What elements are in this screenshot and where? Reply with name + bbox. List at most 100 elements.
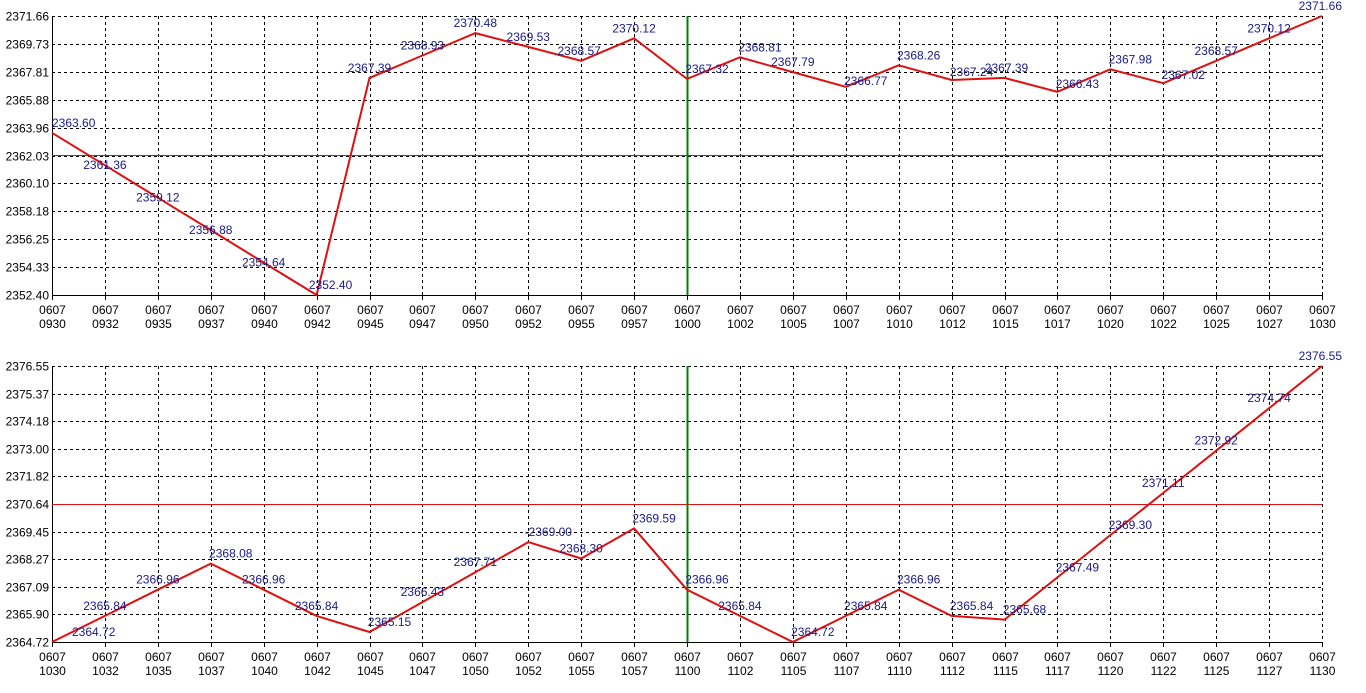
- x-tick-label: 1040: [251, 664, 278, 678]
- x-tick-label: 1127: [1257, 664, 1283, 678]
- x-tick-label: 1000: [674, 317, 701, 331]
- x-tick-label: 1052: [515, 664, 542, 678]
- y-tick-label: 2352.40: [6, 289, 50, 303]
- data-label: 2367.71: [454, 555, 498, 569]
- x-tick-label: 1022: [1150, 317, 1177, 331]
- x-tick-label: 0607: [515, 303, 542, 317]
- x-tick-label: 1042: [304, 664, 331, 678]
- x-tick-label: 1032: [92, 664, 119, 678]
- x-tick-label: 0607: [1309, 650, 1336, 664]
- x-tick-label: 0607: [780, 650, 807, 664]
- x-tick-label: 1020: [1097, 317, 1124, 331]
- data-label: 2367.24: [950, 65, 994, 79]
- x-tick-label: 1120: [1098, 664, 1124, 678]
- x-tick-label: 1005: [780, 317, 807, 331]
- x-tick-label: 1100: [675, 664, 701, 678]
- x-tick-label: 1010: [886, 317, 913, 331]
- data-label: 2368.93: [401, 39, 445, 53]
- x-tick-label: 0957: [621, 317, 648, 331]
- data-label: 2365.15: [368, 615, 412, 629]
- x-tick-label: 0607: [621, 303, 648, 317]
- x-tick-label: 0607: [251, 650, 278, 664]
- x-tick-label: 0942: [304, 317, 331, 331]
- x-tick-label: 0607: [39, 650, 66, 664]
- data-label: 2367.32: [685, 62, 729, 76]
- data-label: -2369.00: [525, 525, 573, 539]
- x-tick-label: 0607: [198, 650, 225, 664]
- price-series-line: [51, 15, 1323, 297]
- data-label: 2367.79: [771, 55, 815, 69]
- x-tick-label: 0607: [462, 303, 489, 317]
- x-tick-label: 1107: [834, 664, 860, 678]
- x-tick-label: 0607: [1150, 303, 1177, 317]
- y-tick-label: 2365.90: [6, 608, 50, 622]
- y-tick-label: 2364.72: [6, 636, 50, 650]
- x-tick-label: 0607: [1044, 650, 1071, 664]
- x-tick-label: 0607: [727, 303, 754, 317]
- x-tick-label: 0607: [886, 650, 913, 664]
- data-label: 2367.98: [1109, 52, 1153, 66]
- x-tick-label: 0607: [92, 303, 119, 317]
- x-tick-label: 1110: [887, 664, 912, 678]
- x-tick-label: 0937: [198, 317, 225, 331]
- x-tick-label: 0607: [568, 650, 595, 664]
- y-tick-label: 2373.00: [6, 443, 50, 457]
- data-label: 2359.12: [136, 191, 180, 205]
- x-tick-label: 0607: [145, 303, 172, 317]
- x-tick-label: 0947: [409, 317, 436, 331]
- data-label: 2371.11: [1142, 476, 1185, 490]
- data-label: 2366.43: [401, 585, 445, 599]
- x-tick-label: 0607: [780, 303, 807, 317]
- data-label: 2361.36: [83, 158, 127, 172]
- x-tick-label: 0607: [92, 650, 119, 664]
- data-label: 2364.72: [791, 625, 835, 639]
- y-tick-label: 2375.37: [6, 388, 50, 402]
- x-tick-label: 1045: [357, 664, 384, 678]
- data-label: 2376.55: [1299, 349, 1343, 363]
- x-tick-label: 0607: [1256, 303, 1283, 317]
- x-tick-label: 0607: [886, 303, 913, 317]
- y-tick-label: 2371.82: [6, 470, 50, 484]
- data-label: 2371.66: [1299, 0, 1343, 13]
- data-label: 2368.81: [738, 40, 782, 54]
- x-tick-label: 1047: [409, 664, 436, 678]
- data-label: 2366.96: [242, 573, 286, 587]
- y-tick-label: 2376.55: [6, 360, 50, 374]
- x-tick-label: 0930: [39, 317, 66, 331]
- x-tick-label: 1012: [939, 317, 966, 331]
- data-label: 2368.57: [1194, 44, 1238, 58]
- x-tick-label: 0607: [833, 303, 860, 317]
- x-tick-label: 0607: [357, 650, 384, 664]
- x-tick-label: 0607: [992, 650, 1019, 664]
- data-label: 2363.60: [52, 116, 96, 130]
- y-tick-label: 2360.10: [6, 177, 50, 191]
- x-tick-label: 1035: [145, 664, 172, 678]
- x-tick-label: 1057: [621, 664, 648, 678]
- data-label: 2366.96: [897, 573, 941, 587]
- price-series-line: [51, 365, 1323, 644]
- data-label: 2366.96: [685, 573, 729, 587]
- x-tick-label: 0607: [939, 303, 966, 317]
- data-label: 2367.49: [1056, 560, 1100, 574]
- x-tick-label: 0607: [515, 650, 542, 664]
- data-label: 2372.92: [1194, 434, 1238, 448]
- x-tick-label: 0607: [674, 650, 701, 664]
- data-label: 2374.74: [1247, 391, 1291, 405]
- data-label: 2352.40: [309, 278, 353, 292]
- x-tick-label: 0607: [1097, 650, 1124, 664]
- x-tick-label: 0607: [1044, 303, 1071, 317]
- x-tick-label: 1007: [833, 317, 860, 331]
- x-tick-label: 1002: [727, 317, 754, 331]
- x-tick-label: 1055: [568, 664, 595, 678]
- data-label: 2365.84: [844, 599, 888, 613]
- data-label: 2369.30: [1109, 518, 1153, 532]
- y-tick-label: 2358.18: [6, 205, 50, 219]
- data-label: 2368.30: [559, 541, 603, 555]
- data-label: 2366.77: [844, 74, 888, 88]
- data-label: 2369.59: [632, 511, 676, 525]
- x-tick-label: 0607: [304, 650, 331, 664]
- x-tick-label: 0607: [674, 303, 701, 317]
- x-tick-label: 0607: [39, 303, 66, 317]
- x-tick-label: 0607: [1150, 650, 1177, 664]
